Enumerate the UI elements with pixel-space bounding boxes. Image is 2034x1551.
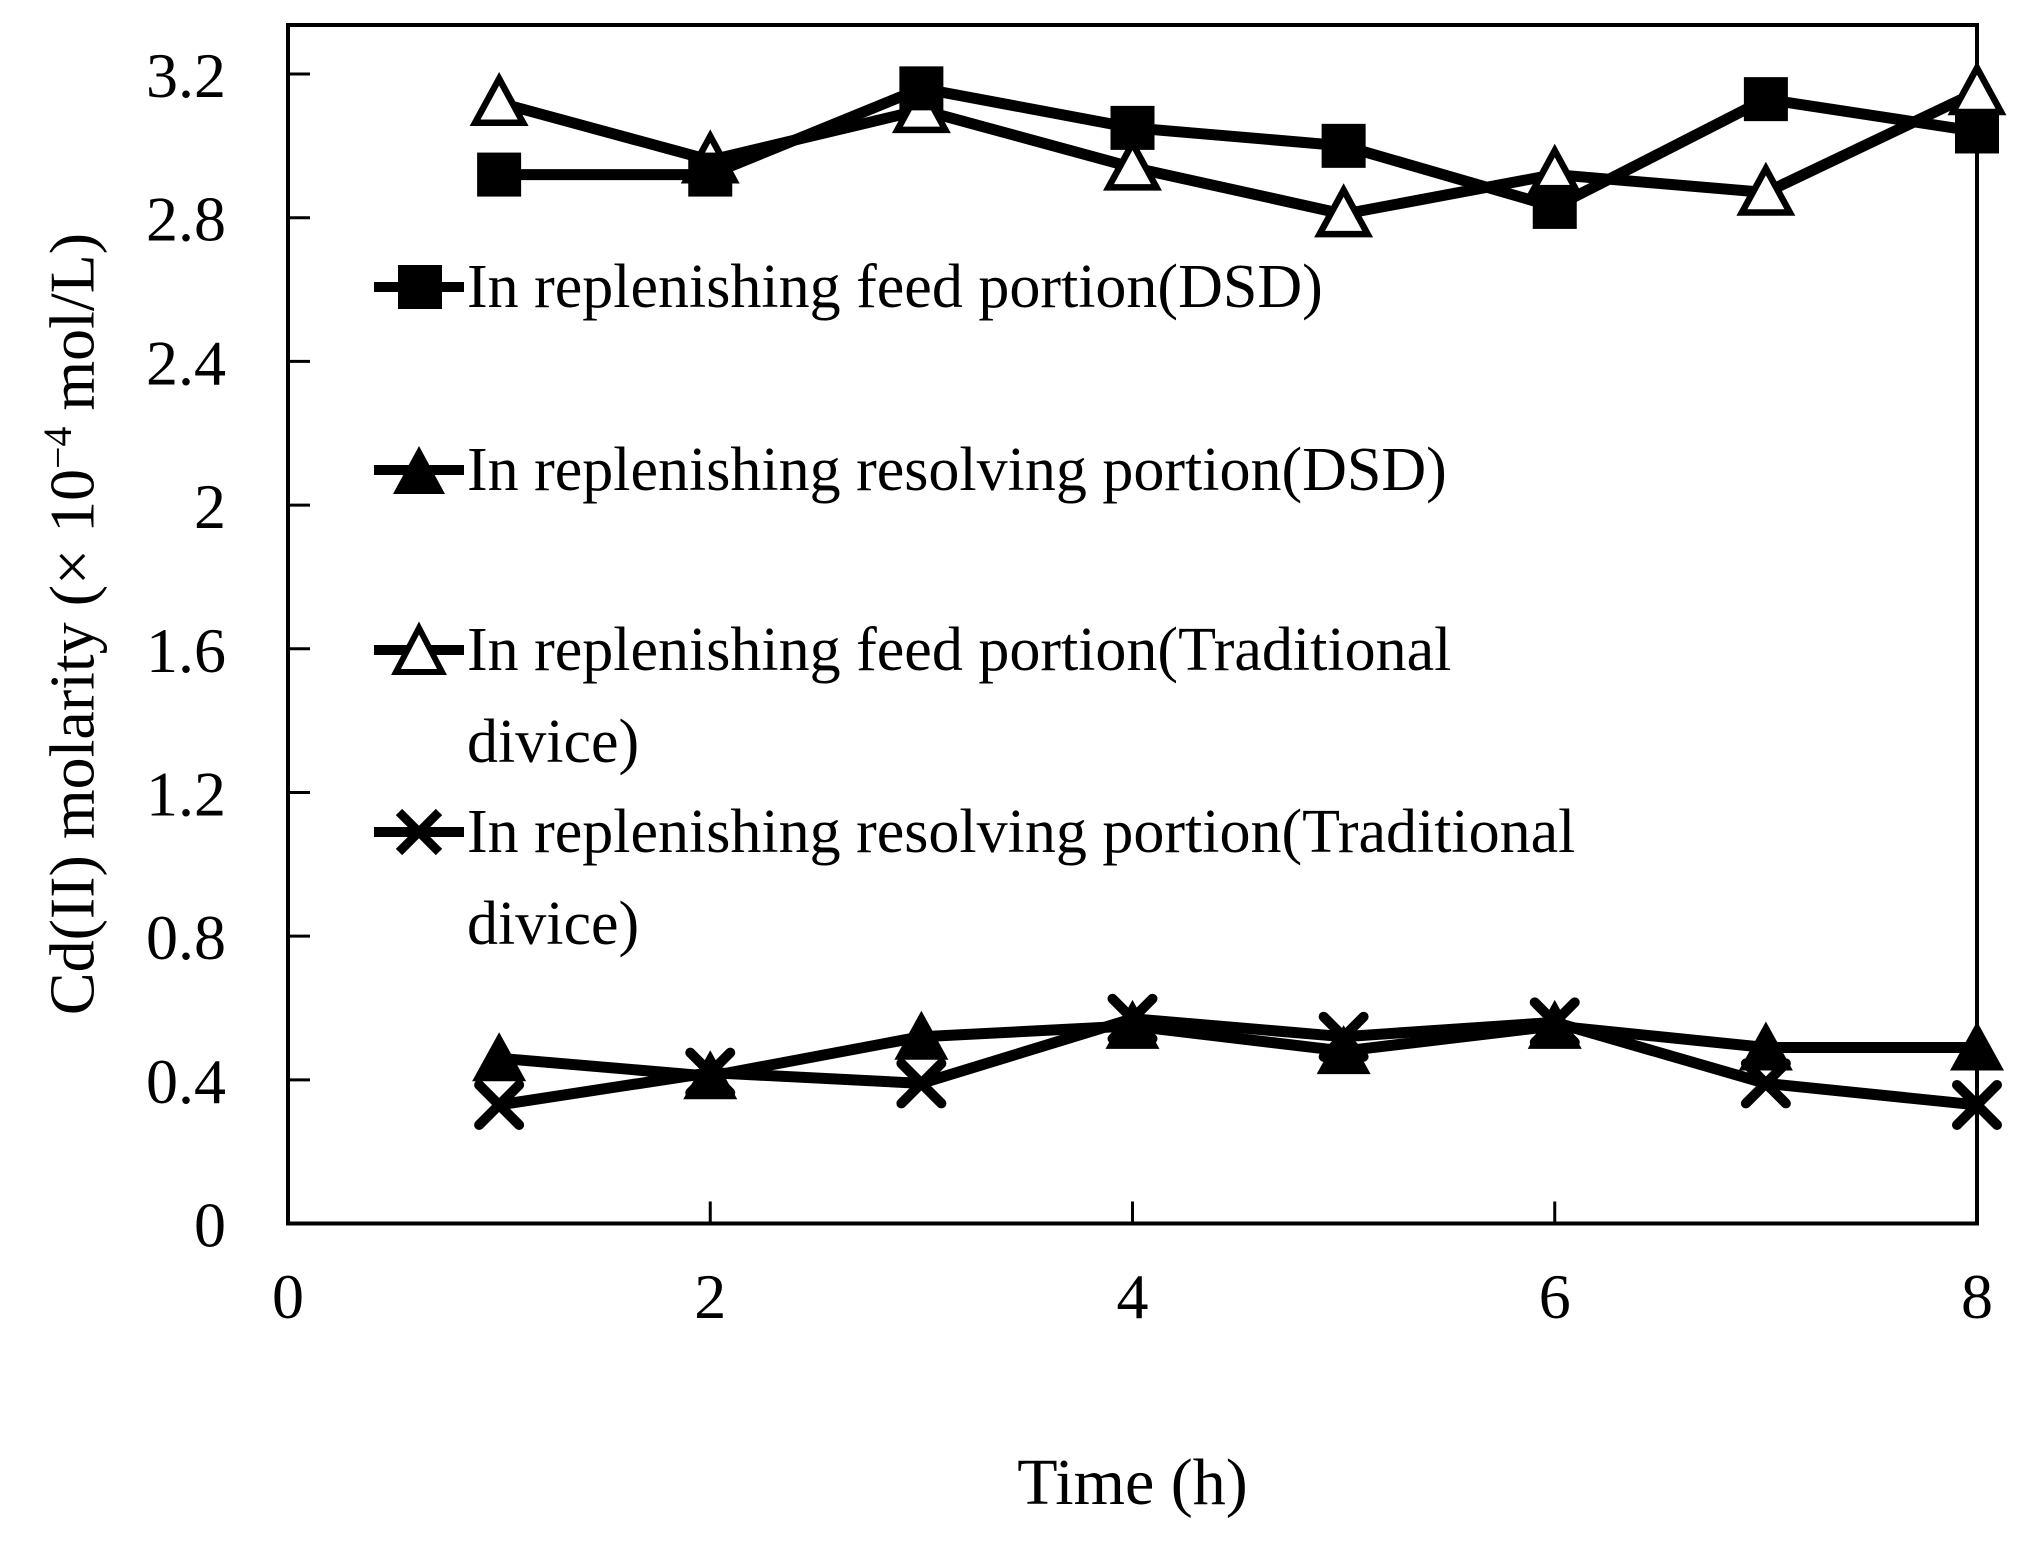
- x-cross-marker-icon: [374, 808, 464, 856]
- series-line: [498, 1020, 1977, 1082]
- series-line: [497, 86, 1980, 220]
- y-tick-label: 0.4: [146, 1046, 226, 1117]
- y-tick-label: 0: [194, 1190, 226, 1261]
- x-tick-label: 0: [272, 1261, 304, 1332]
- y-axis-title-text: Cd(II) molarity (× 10: [36, 468, 108, 1016]
- x-tick-label: 4: [1117, 1261, 1149, 1332]
- legend-label-line: In replenishing resolving portion(Tradit…: [467, 798, 1576, 866]
- y-tick-label: 3.2: [146, 40, 226, 111]
- x-axis-title: Time (h): [1017, 1446, 1248, 1519]
- y-tick-label: 2: [194, 471, 226, 542]
- legend-label-line: In replenishing feed portion(DSD): [467, 253, 1323, 321]
- y-tick-label: 1.6: [146, 615, 226, 686]
- legend-label: In replenishing resolving portion(Tradit…: [467, 786, 1575, 970]
- legend-entry-traditional-resolving: In replenishing resolving portion(Tradit…: [372, 786, 1575, 970]
- y-axis-ticks: 0 0.4 0.8 1.2 1.6 2 2.4 2.8 3.2: [146, 40, 310, 1261]
- legend-label: In replenishing feed portion(Traditional…: [467, 604, 1451, 788]
- legend-label-line: divice): [467, 890, 640, 958]
- legend-label-line: divice): [467, 708, 640, 776]
- series-line: [499, 82, 1978, 213]
- open-triangle-marker-icon: [374, 621, 464, 675]
- y-tick-label: 2.4: [146, 327, 226, 398]
- legend-label-line: In replenishing feed portion(Traditional: [467, 616, 1452, 684]
- filled-triangle-marker-icon: [374, 446, 464, 494]
- legend-label: In replenishing resolving portion(DSD): [467, 424, 1447, 516]
- x-axis-ticks: 0 2 4 6 8: [272, 1201, 1993, 1332]
- y-axis-title-superscript: −4: [36, 426, 80, 469]
- legend-entry-traditional-feed: In replenishing feed portion(Traditional…: [372, 604, 1451, 788]
- x-tick-label: 8: [1961, 1261, 1993, 1332]
- y-axis-title-units: mol/L): [36, 232, 108, 427]
- legend-label-line: In replenishing resolving portion(DSD): [467, 436, 1447, 504]
- legend-entry-dsd-resolving: In replenishing resolving portion(DSD): [372, 424, 1447, 516]
- y-tick-label: 2.8: [146, 184, 226, 255]
- y-tick-label: 1.2: [146, 758, 226, 829]
- y-axis-title: Cd(II) molarity (× 10−4 mol/L): [18, 144, 107, 1104]
- legend-entry-dsd-feed: In replenishing feed portion(DSD): [372, 241, 1323, 333]
- filled-square-marker-icon: [374, 265, 464, 309]
- x-tick-label: 6: [1539, 1261, 1571, 1332]
- series-filled-triangle: [472, 999, 2004, 1100]
- x-tick-label: 2: [694, 1261, 726, 1332]
- legend-label: In replenishing feed portion(DSD): [467, 241, 1323, 333]
- y-tick-label: 0.8: [146, 902, 226, 973]
- series-filled-square: [477, 66, 1999, 229]
